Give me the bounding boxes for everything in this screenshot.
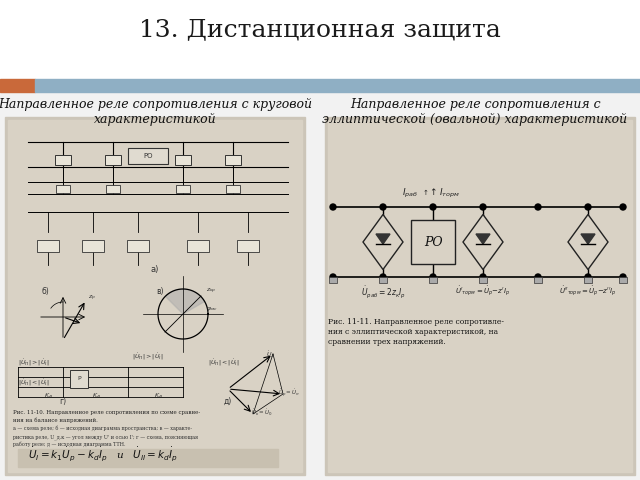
Text: $|\dot{U}_\Pi|<|\dot{U}_I|$: $|\dot{U}_\Pi|<|\dot{U}_I|$ xyxy=(208,357,239,368)
Text: $z_p$: $z_p$ xyxy=(88,294,96,303)
Bar xyxy=(70,370,88,388)
Bar xyxy=(0,92,640,480)
Text: $|\dot{U}_\Pi|<|\dot{U}_I|$: $|\dot{U}_\Pi|<|\dot{U}_I|$ xyxy=(18,377,49,387)
Text: $\dot{U}_p=\dot{U}_н$: $\dot{U}_p=\dot{U}_н$ xyxy=(278,387,300,399)
Circle shape xyxy=(330,204,336,210)
Bar xyxy=(479,277,487,283)
Polygon shape xyxy=(363,215,403,269)
Text: а): а) xyxy=(151,265,159,274)
Bar xyxy=(127,240,149,252)
Text: $\uparrow$: $\uparrow$ xyxy=(421,187,429,197)
Text: сравнении трех напряжений.: сравнении трех напряжений. xyxy=(328,338,445,346)
Circle shape xyxy=(480,204,486,210)
Text: ристика реле, U_д.к — угол между U' и осью I'; г — схема, поясняющая: ристика реле, U_д.к — угол между U' и ос… xyxy=(13,434,198,440)
Text: $|\dot{U}_\Pi|>|\dot{U}_I|$: $|\dot{U}_\Pi|>|\dot{U}_I|$ xyxy=(18,357,49,368)
Text: РО: РО xyxy=(424,236,442,249)
Circle shape xyxy=(430,274,436,280)
Text: г): г) xyxy=(60,397,67,406)
Bar xyxy=(429,277,437,283)
Bar xyxy=(237,240,259,252)
Polygon shape xyxy=(165,289,205,314)
Text: $\varphi_{мс}$: $\varphi_{мс}$ xyxy=(206,305,218,313)
Text: $I_{раб}$: $I_{раб}$ xyxy=(402,186,418,200)
Circle shape xyxy=(535,274,541,280)
Circle shape xyxy=(620,204,626,210)
Bar xyxy=(5,117,305,475)
Text: ния с эллиптической характеристикой, на: ния с эллиптической характеристикой, на xyxy=(328,328,498,336)
Text: Р: Р xyxy=(77,376,81,382)
Circle shape xyxy=(620,274,626,280)
Bar xyxy=(584,277,592,283)
Text: ния на балансе напряжений.: ния на балансе напряжений. xyxy=(13,418,98,423)
Circle shape xyxy=(585,274,591,280)
Bar xyxy=(0,79,35,92)
Circle shape xyxy=(585,204,591,210)
Text: $K_д$: $K_д$ xyxy=(44,392,52,401)
Bar xyxy=(379,277,387,283)
Polygon shape xyxy=(581,234,595,244)
Bar xyxy=(226,185,240,193)
Text: д): д) xyxy=(224,397,232,406)
Polygon shape xyxy=(463,215,503,269)
Text: $\dot{U}_I = k_1\dot{U}_p - k_d\dot{I}_p$   и   $\dot{U}_{II} = k_d\dot{I}_p$: $\dot{U}_I = k_1\dot{U}_p - k_d\dot{I}_p… xyxy=(28,445,178,463)
Bar xyxy=(82,240,104,252)
Text: Направленное реле сопротивления с круговой
характеристикой: Направленное реле сопротивления с кругов… xyxy=(0,98,312,126)
Bar xyxy=(176,185,190,193)
Bar xyxy=(225,155,241,165)
Text: б): б) xyxy=(41,287,49,296)
Text: $z_{кр}$: $z_{кр}$ xyxy=(206,287,216,296)
Bar xyxy=(175,155,191,165)
Bar xyxy=(619,277,627,283)
Bar xyxy=(128,148,168,164)
Text: работу реле; д — исходная диаграмма ТТН.: работу реле; д — исходная диаграмма ТТН. xyxy=(13,442,125,447)
Bar xyxy=(18,449,278,467)
Bar xyxy=(187,240,209,252)
Bar xyxy=(56,185,70,193)
Circle shape xyxy=(430,204,436,210)
Polygon shape xyxy=(376,234,390,244)
Bar xyxy=(105,155,121,165)
Text: Направленное реле сопротивления с
эллиптической (овальной) характеристикой: Направленное реле сопротивления с эллипт… xyxy=(323,98,628,126)
Text: Рис. 11-10. Направленное реле сопротивления по схеме сравне-: Рис. 11-10. Направленное реле сопротивле… xyxy=(13,410,200,415)
Circle shape xyxy=(380,274,386,280)
Bar xyxy=(329,277,337,283)
Polygon shape xyxy=(476,234,490,244)
Text: $\dot{U}_к=\dot{U}_0$: $\dot{U}_к=\dot{U}_0$ xyxy=(251,408,273,418)
Text: $|\dot{U}_\Pi|>|\dot{U}_I|$: $|\dot{U}_\Pi|>|\dot{U}_I|$ xyxy=(132,352,164,362)
Text: $\dot{U}_д$: $\dot{U}_д$ xyxy=(266,349,276,360)
Text: Рис. 11-11. Направленное реле сопротивле-: Рис. 11-11. Направленное реле сопротивле… xyxy=(328,318,504,326)
Text: 13. Дистанционная защита: 13. Дистанционная защита xyxy=(139,19,501,41)
Circle shape xyxy=(380,204,386,210)
Text: $K_д$: $K_д$ xyxy=(154,392,163,401)
Bar xyxy=(411,220,455,264)
Circle shape xyxy=(330,274,336,280)
Polygon shape xyxy=(568,215,608,269)
Bar xyxy=(328,120,632,472)
Bar xyxy=(325,117,635,475)
Circle shape xyxy=(535,204,541,210)
Text: $K_д$: $K_д$ xyxy=(92,392,100,401)
Text: $\uparrow I_{торм}$: $\uparrow I_{торм}$ xyxy=(428,186,460,200)
Text: в): в) xyxy=(156,287,163,296)
Text: РО: РО xyxy=(143,153,153,159)
Bar xyxy=(534,277,542,283)
Text: $\dot{U}''_{торм}{=}\dot{U}_{р}{-}z''I_{р}$: $\dot{U}''_{торм}{=}\dot{U}_{р}{-}z''I_{… xyxy=(559,285,617,299)
Text: а — схема реле; б — исходная диаграмма пространства; в — характе-: а — схема реле; б — исходная диаграмма п… xyxy=(13,425,192,431)
Bar xyxy=(8,120,302,472)
Bar xyxy=(35,79,640,92)
Bar xyxy=(106,185,120,193)
Bar xyxy=(55,155,71,165)
Circle shape xyxy=(480,274,486,280)
Bar xyxy=(37,240,59,252)
Text: $\dot{U}'_{торм}{=}\dot{U}_{р}{-}z'I_{р}$: $\dot{U}'_{торм}{=}\dot{U}_{р}{-}z'I_{р}… xyxy=(456,285,511,299)
Text: $\dot{U}_{раб}{=}2z_{к}I_{р}$: $\dot{U}_{раб}{=}2z_{к}I_{р}$ xyxy=(360,284,406,300)
